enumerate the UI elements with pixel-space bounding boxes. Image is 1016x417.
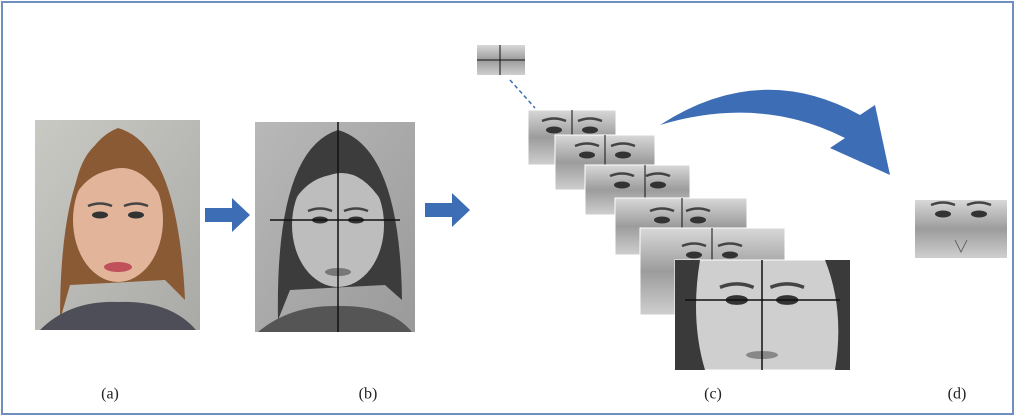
photo-a xyxy=(35,120,200,330)
panel-label: (d) xyxy=(948,386,967,403)
curved-arrow xyxy=(660,90,890,175)
page: (a) (b) (c) (d) (() => { const data = JS… xyxy=(0,0,1016,417)
arrow xyxy=(205,198,250,232)
arrow xyxy=(425,193,470,227)
crop-d xyxy=(915,200,1007,258)
panel-label: (b) xyxy=(359,386,378,403)
photo-b xyxy=(255,122,415,332)
figure: (a) (b) (c) (d) xyxy=(0,0,1016,417)
panel-label: (a) xyxy=(101,386,119,403)
panel-label: (c) xyxy=(704,386,722,403)
